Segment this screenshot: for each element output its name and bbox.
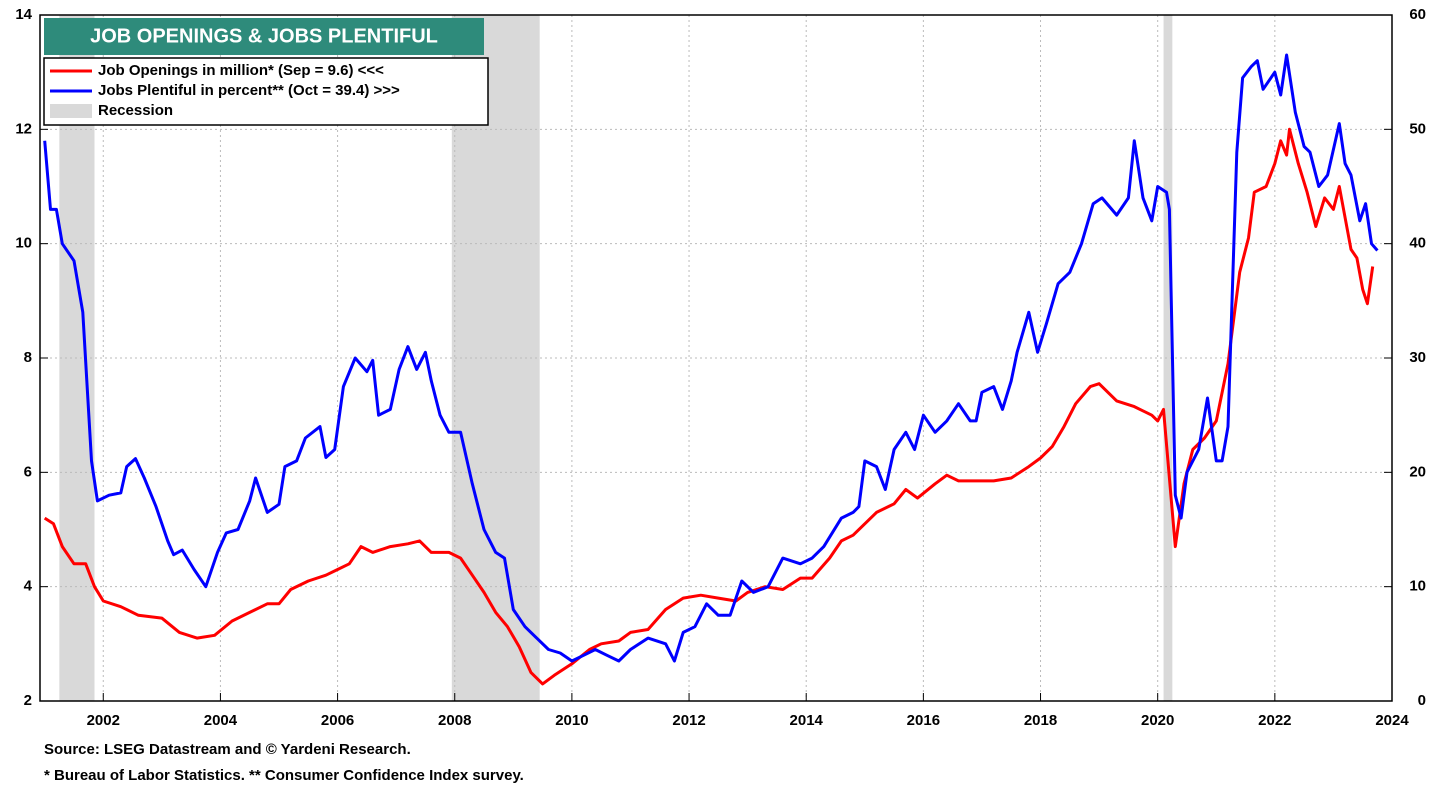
legend-swatch bbox=[50, 104, 92, 118]
x-tick-label: 2014 bbox=[790, 712, 824, 729]
chart-title: JOB OPENINGS & JOBS PLENTIFUL bbox=[90, 25, 438, 47]
x-tick-label: 2022 bbox=[1258, 712, 1291, 729]
y-tick-label: 10 bbox=[15, 235, 32, 252]
x-tick-label: 2002 bbox=[87, 712, 120, 729]
y-tick-label: 14 bbox=[15, 6, 32, 23]
y-tick-label: 8 bbox=[24, 349, 32, 366]
y2-tick-label: 50 bbox=[1409, 120, 1426, 137]
x-tick-label: 2004 bbox=[204, 712, 238, 729]
y2-tick-label: 40 bbox=[1409, 235, 1426, 252]
x-tick-label: 2008 bbox=[438, 712, 471, 729]
y2-tick-label: 0 bbox=[1418, 692, 1426, 709]
y2-tick-label: 10 bbox=[1409, 578, 1426, 595]
legend-label: Job Openings in million* (Sep = 9.6) <<< bbox=[98, 62, 384, 79]
y2-tick-label: 30 bbox=[1409, 349, 1426, 366]
y-tick-label: 6 bbox=[24, 463, 32, 480]
x-tick-label: 2024 bbox=[1375, 712, 1409, 729]
x-tick-label: 2012 bbox=[672, 712, 705, 729]
legend-label: Recession bbox=[98, 102, 173, 119]
x-tick-label: 2020 bbox=[1141, 712, 1174, 729]
x-tick-label: 2018 bbox=[1024, 712, 1057, 729]
x-tick-label: 2016 bbox=[907, 712, 940, 729]
legend-box bbox=[43, 57, 489, 126]
series-line bbox=[43, 53, 1379, 663]
footnote: Source: LSEG Datastream and © Yardeni Re… bbox=[44, 741, 411, 758]
y2-tick-label: 20 bbox=[1409, 463, 1426, 480]
y-tick-label: 2 bbox=[24, 692, 32, 709]
footnote: * Bureau of Labor Statistics. ** Consume… bbox=[44, 767, 524, 784]
recession-band bbox=[1163, 15, 1173, 701]
y-tick-label: 4 bbox=[24, 578, 33, 595]
series-line bbox=[43, 127, 1375, 686]
y-tick-label: 12 bbox=[15, 120, 32, 137]
title-box bbox=[44, 18, 484, 55]
y2-tick-label: 60 bbox=[1409, 6, 1426, 23]
x-tick-label: 2006 bbox=[321, 712, 354, 729]
x-tick-label: 2010 bbox=[555, 712, 588, 729]
legend-label: Jobs Plentiful in percent** (Oct = 39.4)… bbox=[98, 82, 400, 99]
